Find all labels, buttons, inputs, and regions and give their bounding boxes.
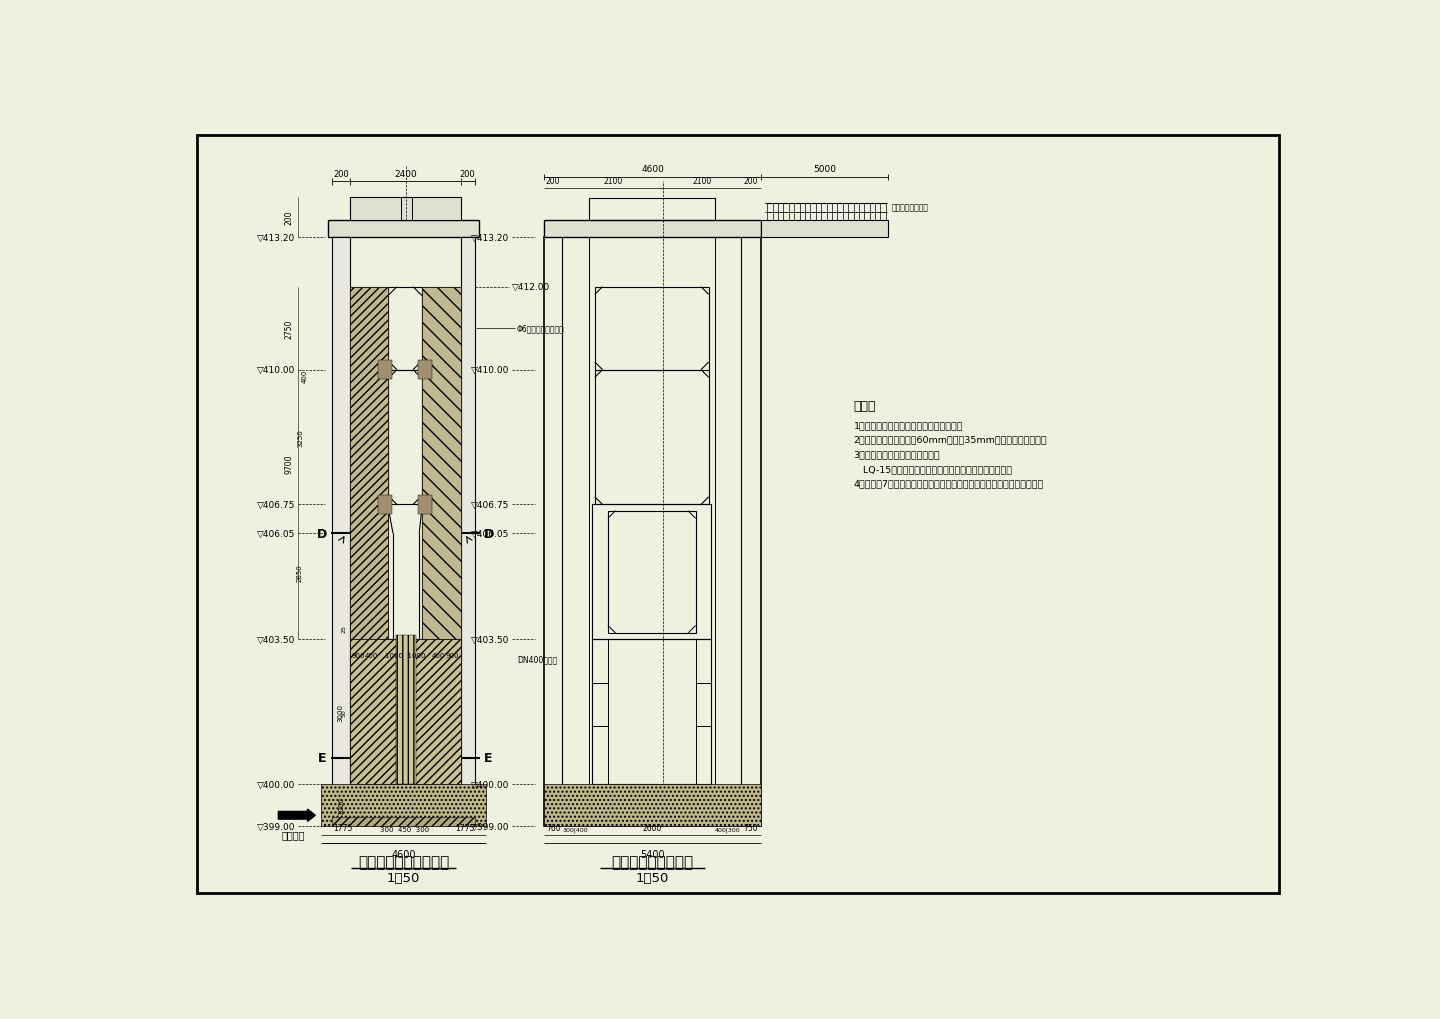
Text: 200: 200 xyxy=(546,176,560,185)
Bar xyxy=(333,817,475,826)
Bar xyxy=(396,636,416,785)
Text: 2100: 2100 xyxy=(603,176,622,185)
Bar xyxy=(592,505,711,640)
Text: ▽406.75: ▽406.75 xyxy=(256,500,295,510)
Bar xyxy=(328,221,478,237)
Bar xyxy=(321,785,487,826)
Text: ▽412.00: ▽412.00 xyxy=(511,283,550,291)
Bar xyxy=(333,237,350,826)
Text: ▽410.00: ▽410.00 xyxy=(471,366,510,375)
Bar xyxy=(419,361,432,380)
Text: 冲砂暗涵进口纵剖面图: 冲砂暗涵进口纵剖面图 xyxy=(357,855,449,870)
Text: E: E xyxy=(484,751,492,764)
Text: 2850: 2850 xyxy=(297,564,302,581)
Text: 1：50: 1：50 xyxy=(636,871,670,884)
Text: 说明：: 说明： xyxy=(854,399,876,413)
Text: D: D xyxy=(484,528,494,540)
Text: 760: 760 xyxy=(546,823,560,833)
Text: D: D xyxy=(317,528,327,540)
Text: ▽399.00: ▽399.00 xyxy=(256,821,295,830)
Text: 水流方向: 水流方向 xyxy=(281,829,305,840)
Text: 25: 25 xyxy=(341,625,347,632)
Text: 1775: 1775 xyxy=(334,823,353,833)
Text: 1、图中尺寸单位以毫米计，高程以米计。: 1、图中尺寸单位以毫米计，高程以米计。 xyxy=(854,421,963,430)
Text: 4600: 4600 xyxy=(392,849,416,859)
Text: 2600: 2600 xyxy=(642,823,661,833)
Text: 400: 400 xyxy=(432,653,445,658)
Text: ▽406.05: ▽406.05 xyxy=(256,530,295,538)
Text: 5400: 5400 xyxy=(641,849,665,859)
Bar xyxy=(592,640,711,785)
Bar xyxy=(350,287,387,640)
Bar xyxy=(589,199,714,221)
Text: 3250: 3250 xyxy=(297,429,302,446)
Text: 200: 200 xyxy=(285,210,294,225)
Text: 200: 200 xyxy=(744,176,759,185)
Bar xyxy=(595,287,708,370)
Text: E: E xyxy=(318,751,327,764)
Text: 900: 900 xyxy=(351,653,364,658)
Text: Φ6钢筋制圆形通气孔: Φ6钢筋制圆形通气孔 xyxy=(517,324,564,333)
Text: 3、启闭机基础图是参照河北省厂: 3、启闭机基础图是参照河北省厂 xyxy=(854,450,940,459)
Text: 1775: 1775 xyxy=(455,823,475,833)
Bar xyxy=(350,287,387,640)
Text: ▽403.50: ▽403.50 xyxy=(471,635,510,644)
Text: ▽406.75: ▽406.75 xyxy=(471,500,510,510)
Text: ▽413.20: ▽413.20 xyxy=(256,233,295,243)
Bar xyxy=(422,287,461,640)
Bar xyxy=(544,221,762,237)
Bar xyxy=(461,237,475,826)
Bar xyxy=(419,495,432,515)
Bar xyxy=(422,287,461,640)
Text: LQ-15型手电两用螺杆式基础图，采购定货后再确定。: LQ-15型手电两用螺杆式基础图，采购定货后再确定。 xyxy=(854,465,1011,474)
Text: 楼梯水口启闭机台: 楼梯水口启闭机台 xyxy=(891,203,929,212)
Text: 200: 200 xyxy=(459,169,475,178)
Bar xyxy=(350,640,461,785)
Text: 400: 400 xyxy=(301,369,308,383)
Text: 4、本图共7张，请配合使用，图中尺寸及钢金结构部分请参考相关钢板。: 4、本图共7张，请配合使用，图中尺寸及钢金结构部分请参考相关钢板。 xyxy=(854,479,1044,488)
Text: 300|400: 300|400 xyxy=(563,826,589,833)
Text: 200: 200 xyxy=(333,169,348,178)
Text: 900: 900 xyxy=(445,653,459,658)
Text: ▽400.00: ▽400.00 xyxy=(471,781,510,789)
Bar xyxy=(762,221,888,237)
Text: ▽399.00: ▽399.00 xyxy=(471,821,510,830)
Bar xyxy=(595,370,708,505)
Text: 冲砂暗涵进口立面图: 冲砂暗涵进口立面图 xyxy=(612,855,694,870)
Bar xyxy=(387,370,422,505)
Text: 1000  1000: 1000 1000 xyxy=(384,653,425,658)
Text: 4600: 4600 xyxy=(641,165,664,174)
Text: 1：50: 1：50 xyxy=(387,871,420,884)
Text: 2400: 2400 xyxy=(395,169,416,178)
Bar xyxy=(350,198,461,221)
Bar xyxy=(387,287,422,370)
Text: 50: 50 xyxy=(341,708,347,716)
Text: 750: 750 xyxy=(744,823,759,833)
Bar xyxy=(544,237,762,826)
Text: ▽406.05: ▽406.05 xyxy=(471,530,510,538)
Bar xyxy=(544,785,762,826)
Text: DN400通气孔: DN400通气孔 xyxy=(517,654,557,663)
Text: 9700: 9700 xyxy=(285,453,294,473)
Text: 2750: 2750 xyxy=(285,319,294,338)
Text: 400: 400 xyxy=(366,653,379,658)
Text: ▽413.20: ▽413.20 xyxy=(471,233,510,243)
Text: 2、钢筋保护层厚度梁柱60mm，板为35mm，钢筋采用常用量。: 2、钢筋保护层厚度梁柱60mm，板为35mm，钢筋采用常用量。 xyxy=(854,435,1047,444)
Text: 1000: 1000 xyxy=(338,797,344,814)
Text: 5000: 5000 xyxy=(814,165,837,174)
Bar xyxy=(350,640,461,785)
Text: ▽403.50: ▽403.50 xyxy=(256,635,295,644)
Text: ▽400.00: ▽400.00 xyxy=(256,781,295,789)
Bar xyxy=(377,361,392,380)
Bar xyxy=(377,495,392,515)
FancyArrow shape xyxy=(278,809,315,821)
Text: ▽410.00: ▽410.00 xyxy=(256,366,295,375)
Bar xyxy=(608,512,696,634)
Text: 300  450  300: 300 450 300 xyxy=(380,826,429,833)
Text: 2100: 2100 xyxy=(693,176,711,185)
Text: 3000: 3000 xyxy=(338,703,344,721)
Text: 400|300: 400|300 xyxy=(716,826,740,833)
